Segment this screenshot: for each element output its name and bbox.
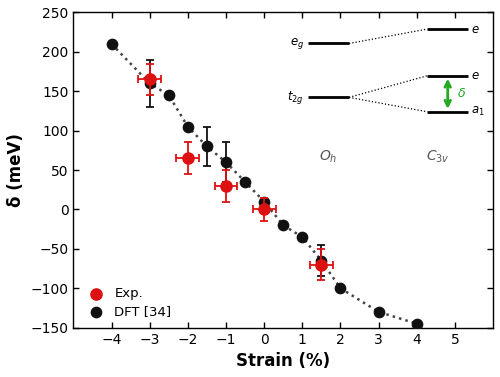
DFT [34]	[108, 41, 116, 47]
Exp.	[184, 155, 192, 161]
DFT [34]	[336, 285, 344, 291]
Exp.	[260, 207, 268, 213]
DFT [34]	[412, 321, 420, 327]
DFT [34]	[222, 159, 230, 165]
DFT [34]	[279, 222, 287, 228]
Exp.	[146, 77, 154, 83]
X-axis label: Strain (%): Strain (%)	[236, 352, 330, 370]
Legend: Exp., DFT [34]: Exp., DFT [34]	[80, 285, 174, 321]
DFT [34]	[318, 257, 326, 264]
Exp.	[222, 183, 230, 189]
DFT [34]	[203, 143, 211, 149]
DFT [34]	[374, 309, 382, 315]
DFT [34]	[260, 199, 268, 205]
DFT [34]	[298, 234, 306, 240]
DFT [34]	[241, 179, 249, 185]
Y-axis label: δ (meV): δ (meV)	[7, 133, 25, 207]
DFT [34]	[146, 80, 154, 86]
Exp.	[318, 262, 326, 268]
DFT [34]	[184, 124, 192, 130]
DFT [34]	[164, 92, 172, 98]
